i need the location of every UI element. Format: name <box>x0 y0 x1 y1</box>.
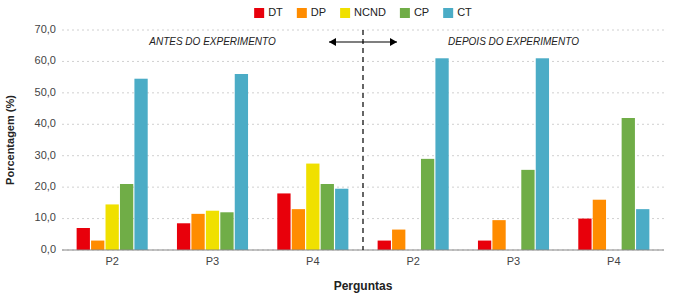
y-tick-label: 10,0 <box>35 211 56 223</box>
x-tick-label: P2 <box>406 255 419 267</box>
x-tick-label: P2 <box>105 255 118 267</box>
annotation: DEPOIS DO EXPERIMENTO <box>448 36 579 47</box>
legend-label: DT <box>268 6 283 18</box>
bar <box>378 241 391 250</box>
bar <box>235 74 248 250</box>
bar <box>220 212 233 250</box>
legend-label: NCND <box>354 6 386 18</box>
bar <box>593 200 606 250</box>
arrow-shaft <box>329 41 397 42</box>
legend-swatch <box>443 8 453 18</box>
bar <box>321 184 334 250</box>
legend-swatch <box>400 8 410 18</box>
bar <box>206 211 219 250</box>
arrow-head <box>390 38 397 46</box>
bar <box>421 159 434 250</box>
legend: DT DP NCND CP CT <box>254 6 472 18</box>
bar <box>77 228 90 250</box>
bar <box>292 209 305 250</box>
bar <box>478 241 491 250</box>
bar <box>335 189 348 250</box>
legend-swatch <box>254 8 264 18</box>
bar <box>134 79 147 250</box>
y-tick-label: 40,0 <box>35 117 56 129</box>
legend-label: DP <box>311 6 326 18</box>
bar <box>191 214 204 250</box>
x-tick-label: P3 <box>206 255 219 267</box>
grid <box>62 30 664 250</box>
bar <box>578 219 591 250</box>
x-tick-label: P4 <box>607 255 620 267</box>
bar <box>521 170 534 250</box>
legend-swatch <box>340 8 350 18</box>
x-tick-label: P4 <box>306 255 319 267</box>
bar <box>106 204 119 250</box>
y-tick-label: 60,0 <box>35 54 56 66</box>
bar <box>120 184 133 250</box>
bar <box>622 118 635 250</box>
x-tick-label: P3 <box>507 255 520 267</box>
y-tick-label: 50,0 <box>35 86 56 98</box>
y-tick-label: 0,0 <box>41 243 56 255</box>
y-tick-label: 30,0 <box>35 149 56 161</box>
bar <box>91 241 104 250</box>
annotation: ANTES DO EXPERIMENTO <box>148 36 276 47</box>
bar <box>636 209 649 250</box>
x-axis-title: Perguntas <box>334 279 393 293</box>
chart: 0,0 10,0 20,0 30,0 40,0 50,0 60,0 70,0 P2 P3 P4 P2 P… <box>0 0 676 306</box>
bar <box>177 223 190 250</box>
arrow-head <box>329 38 336 46</box>
bar <box>435 58 448 250</box>
y-tick-label: 70,0 <box>35 23 56 35</box>
legend-swatch <box>297 8 307 18</box>
y-tick-label: 20,0 <box>35 180 56 192</box>
legend-label: CT <box>457 6 472 18</box>
divider <box>362 30 363 250</box>
bar <box>306 164 319 250</box>
bar <box>492 220 505 250</box>
grid-line <box>62 218 664 219</box>
legend-label: CP <box>414 6 429 18</box>
y-axis-title: Porcentagem (%) <box>4 95 16 185</box>
bar <box>536 58 549 250</box>
bar <box>277 193 290 250</box>
bar <box>392 230 405 250</box>
